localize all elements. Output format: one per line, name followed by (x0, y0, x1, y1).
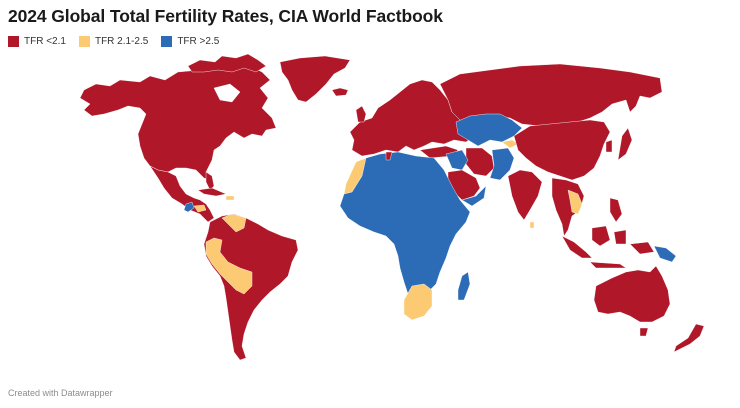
legend-label-mid: TFR 2.1-2.5 (94, 36, 149, 47)
region-southern-africa[interactable] (403, 283, 433, 321)
region-philippines[interactable] (609, 197, 623, 223)
legend: TFR <2.1 TFR 2.1-2.5 TFR >2.5 (8, 36, 232, 47)
legend-swatch-low (8, 36, 19, 47)
region-florida[interactable] (205, 171, 215, 191)
region-laos-cambodia[interactable] (567, 189, 583, 215)
region-tasmania[interactable] (639, 327, 649, 337)
region-china[interactable] (513, 119, 611, 181)
region-afghanistan-pakistan[interactable] (489, 147, 515, 181)
region-north-america[interactable] (79, 65, 277, 181)
region-korea[interactable] (605, 139, 613, 153)
region-japan[interactable] (617, 127, 633, 161)
region-sri-lanka[interactable] (529, 221, 535, 229)
legend-item-low: TFR <2.1 (8, 36, 66, 47)
footer-credit: Created with Datawrapper (8, 388, 113, 398)
region-yemen-oman[interactable] (461, 185, 487, 207)
legend-item-mid: TFR 2.1-2.5 (78, 36, 149, 47)
legend-swatch-mid (78, 36, 90, 47)
region-se-asia-mainland[interactable] (551, 177, 585, 237)
region-greenland[interactable] (279, 55, 351, 103)
region-madagascar[interactable] (457, 271, 471, 301)
region-iraq-syria[interactable] (445, 149, 469, 171)
region-australia[interactable] (593, 265, 671, 323)
region-indonesia[interactable] (561, 225, 655, 269)
legend-label-low: TFR <2.1 (24, 36, 66, 47)
world-map (79, 53, 705, 361)
region-iceland[interactable] (331, 87, 349, 97)
region-canada-arctic[interactable] (187, 53, 267, 73)
region-papua-new-guinea[interactable] (653, 245, 677, 263)
legend-item-high: TFR >2.5 (161, 36, 219, 47)
region-iran[interactable] (465, 147, 495, 177)
region-india[interactable] (507, 169, 543, 221)
legend-label-high: TFR >2.5 (177, 36, 220, 47)
region-haiti[interactable] (225, 195, 235, 201)
chart-title: 2024 Global Total Fertility Rates, CIA W… (8, 6, 443, 26)
region-honduras[interactable] (193, 204, 207, 213)
region-tunisia[interactable] (385, 151, 393, 161)
region-venezuela[interactable] (221, 213, 247, 233)
region-peru-bolivia[interactable] (205, 237, 253, 295)
region-uk[interactable] (355, 105, 367, 123)
region-cuba[interactable] (197, 187, 227, 197)
legend-swatch-high (161, 36, 173, 47)
region-guatemala[interactable] (183, 201, 195, 213)
region-new-zealand[interactable] (673, 323, 705, 353)
